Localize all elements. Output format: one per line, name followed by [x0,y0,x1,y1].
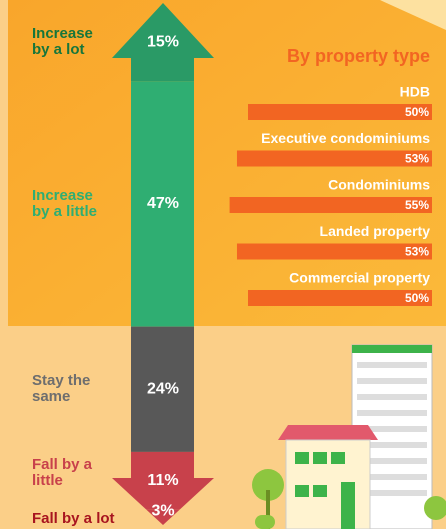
bar [229,197,432,213]
value-label: 3% [151,502,174,519]
bar [248,104,432,120]
bar [236,150,432,167]
category-label: Landed property [320,223,431,239]
chart-title: By property type [287,46,430,66]
category-label: Increase by a lot [32,25,93,59]
category-label: Fall by a little [32,455,93,489]
bar [236,243,432,260]
value-label: 47% [147,195,179,212]
value-label: 53% [405,245,429,259]
value-label: 50% [405,105,429,119]
value-label: 50% [405,291,429,305]
buildings [252,344,446,529]
value-label: 24% [147,380,179,397]
value-label: 55% [405,198,429,212]
corner [380,0,446,30]
category-label: HDB [400,84,430,100]
category-label: Condominiums [328,177,430,193]
value-label: 11% [147,472,178,489]
category-label: Stay the same [32,372,91,406]
value-label: 53% [405,152,429,166]
category-label: Executive condominiums [261,130,430,146]
bar [248,290,432,306]
category-label: Fall by a lot [32,510,115,528]
value-label: 15% [147,33,179,50]
category-label: Commercial property [289,270,430,286]
category-label: Increase by a little [32,186,98,220]
